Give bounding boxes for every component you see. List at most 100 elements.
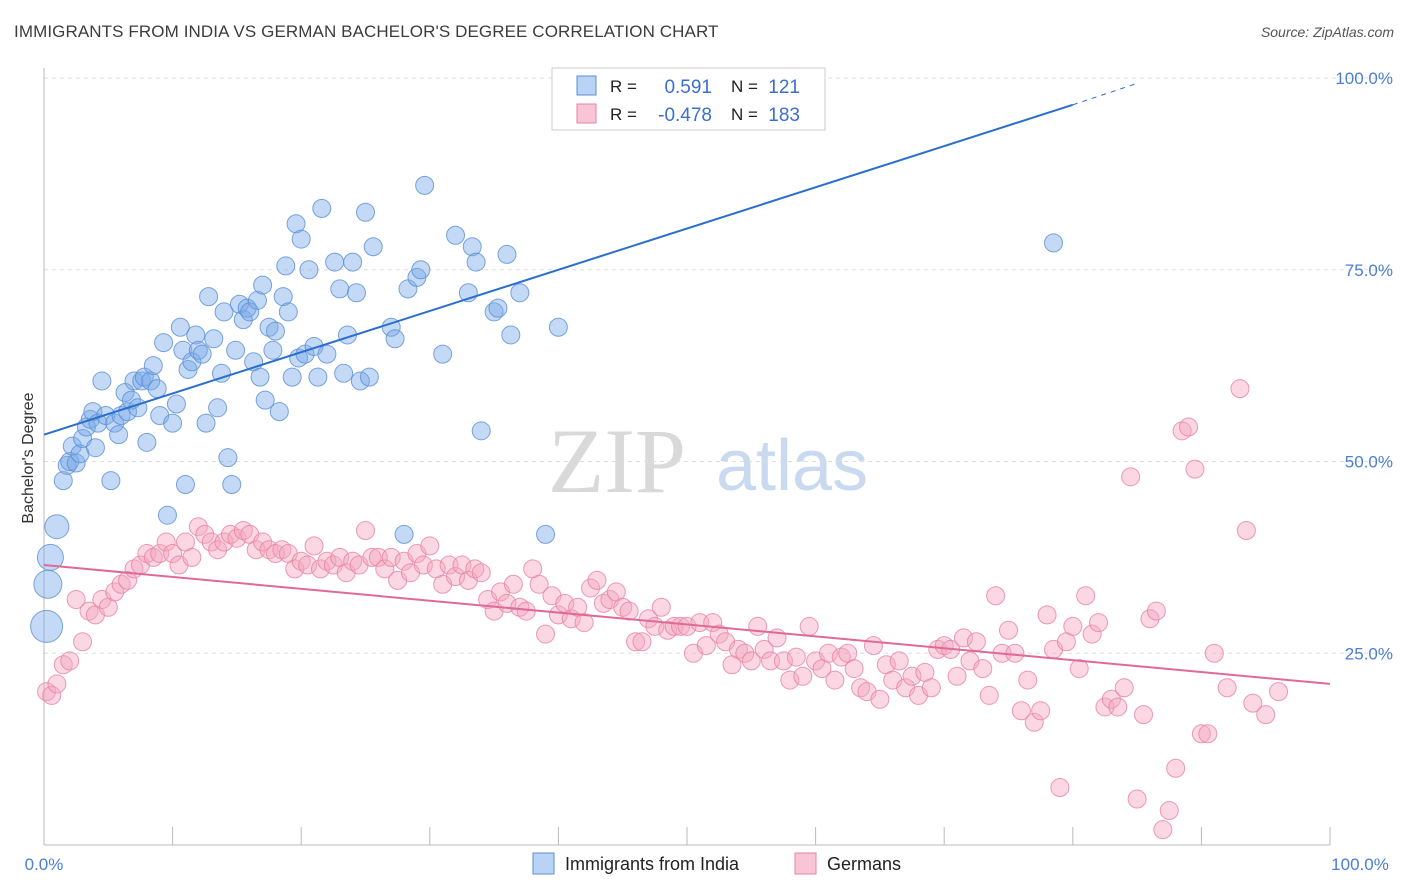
germans-point-118 (793, 666, 813, 686)
legend-r-label-germans: R = (610, 105, 637, 124)
germans-point-27 (208, 540, 228, 560)
legend-r-value-india: 0.591 (664, 77, 712, 98)
germans-point-180 (1191, 724, 1211, 744)
germans-point-176 (1166, 758, 1186, 778)
germans-point-122 (818, 643, 838, 663)
india-point-1 (33, 569, 63, 599)
germans-point-160 (1063, 616, 1083, 636)
legend-r-label-india: R = (610, 77, 637, 96)
india-point-101 (462, 237, 482, 257)
germans-point-11 (105, 582, 125, 602)
india-point-38 (170, 317, 190, 337)
germans-point-168 (1114, 678, 1134, 698)
india-point-89 (359, 367, 379, 387)
germans-point-105 (709, 624, 729, 644)
india-point-110 (548, 317, 568, 337)
germans-point-43 (310, 559, 330, 579)
india-point-72 (286, 214, 306, 234)
germans-point-183 (1217, 678, 1237, 698)
india-point-79 (312, 198, 332, 218)
germans-point-91 (619, 601, 639, 621)
germans-point-145 (966, 632, 986, 652)
india-point-92 (385, 329, 405, 349)
india-point-53 (222, 475, 242, 495)
germans-point-6 (73, 632, 93, 652)
bottom-legend-label-india: Immigrants from India (565, 854, 740, 874)
india-point-18 (101, 471, 121, 491)
trend-lines (43, 82, 1331, 685)
india-point-78 (308, 367, 328, 387)
germans-point-123 (825, 670, 845, 690)
germans-point-5 (66, 590, 86, 610)
germans-point-153 (1018, 670, 1038, 690)
germans-point-147 (979, 685, 999, 705)
legend-n-value-germans: 183 (768, 105, 800, 126)
germans-point-86 (587, 570, 607, 590)
y-tick-label-50: 50.0% (1345, 453, 1393, 472)
india-point-107 (501, 325, 521, 345)
trendline-india (43, 103, 1074, 436)
bottom-legend-swatch-india (532, 852, 555, 875)
india-point-6 (60, 452, 80, 471)
germans-point-54 (381, 547, 401, 567)
india-point-31 (143, 356, 163, 376)
germans-point-167 (1108, 697, 1128, 717)
germans-point-186 (1243, 693, 1263, 713)
scatter-series (30, 175, 1289, 840)
germans-point-112 (754, 639, 774, 659)
germans-point-155 (1031, 701, 1051, 721)
india-point-32 (147, 379, 167, 399)
germans-point-99 (671, 616, 691, 636)
germans-point-170 (1127, 789, 1147, 809)
india-point-42 (182, 352, 202, 372)
india-point-30 (141, 371, 161, 391)
germans-point-77 (529, 574, 549, 594)
india-point-105 (488, 298, 508, 318)
germans-point-171 (1134, 705, 1154, 725)
india-point-106 (497, 244, 517, 264)
india-point-65 (263, 340, 283, 360)
germans-point-92 (626, 632, 646, 652)
india-point-58 (240, 302, 260, 322)
germans-point-188 (1269, 682, 1289, 702)
germans-point-138 (921, 678, 941, 698)
germans-point-181 (1198, 724, 1218, 744)
germans-point-166 (1101, 689, 1121, 709)
india-point-36 (163, 413, 183, 433)
germans-point-60 (420, 536, 440, 556)
germans-point-34 (253, 532, 273, 552)
legend-r-value-germans: -0.478 (658, 105, 712, 126)
india-point-67 (269, 402, 289, 422)
india-point-71 (282, 367, 302, 387)
chart-title: IMMIGRANTS FROM INDIA VS GERMAN BACHELOR… (14, 22, 719, 41)
india-point-86 (346, 283, 366, 303)
y-axis-title: Bachelor's Degree (20, 392, 37, 523)
india-point-103 (471, 421, 491, 441)
germans-point-135 (902, 666, 922, 686)
india-point-82 (330, 279, 350, 299)
india-point-76 (299, 260, 319, 280)
india-point-47 (199, 287, 219, 307)
india-point-74 (291, 229, 311, 249)
india-point-2 (36, 543, 64, 571)
germans-point-169 (1121, 467, 1141, 487)
india-point-51 (214, 302, 234, 322)
legend-swatch-germans (576, 103, 597, 124)
india-point-46 (196, 413, 216, 433)
germans-point-80 (548, 605, 568, 625)
axes: 25.0% 50.0% 75.0% 100.0% 0.0% 100.0% (25, 68, 1393, 874)
germans-point-13 (118, 570, 138, 590)
india-point-45 (192, 344, 212, 364)
germans-point-115 (773, 651, 793, 671)
india-point-43 (186, 325, 206, 345)
india-point-4 (53, 471, 73, 491)
germans-point-185 (1236, 521, 1256, 541)
germans-point-133 (889, 651, 909, 671)
watermark-zip: ZIP (548, 410, 686, 512)
germans-point-24 (188, 517, 208, 537)
india-point-80 (317, 344, 337, 364)
germans-point-146 (973, 659, 993, 679)
legend-n-label-india: N = (731, 77, 758, 96)
germans-point-129 (863, 636, 883, 656)
